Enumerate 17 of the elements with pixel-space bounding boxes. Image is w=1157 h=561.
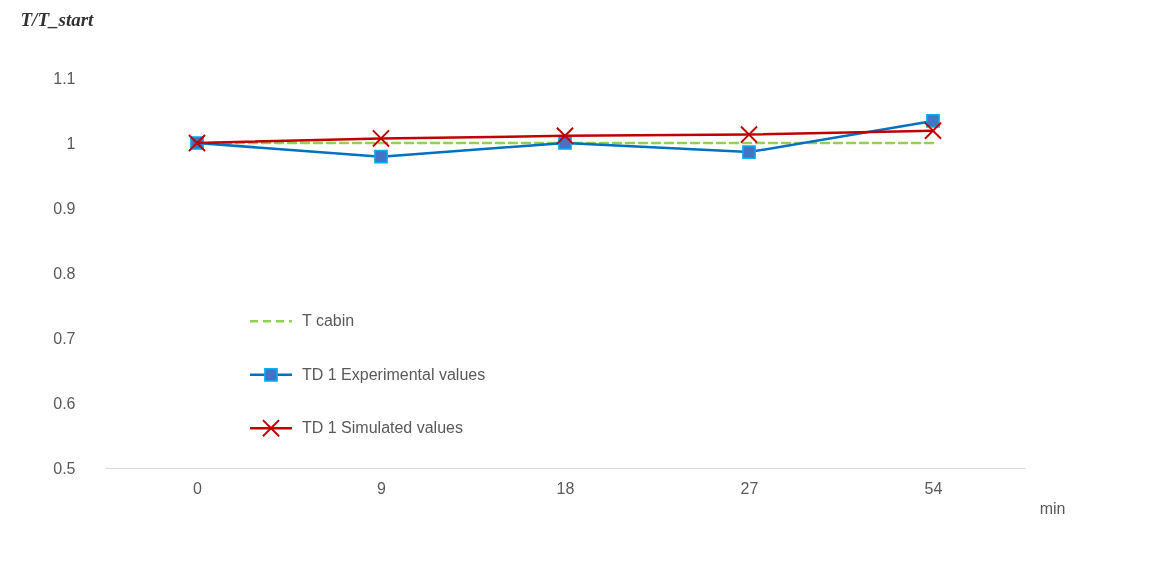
y-axis-title: T/T_start	[20, 8, 95, 30]
legend-label: TD 1 Simulated values	[302, 419, 463, 437]
y-tick-label: 0.6	[53, 394, 76, 412]
legend-label: TD 1 Experimental values	[302, 365, 486, 383]
y-tick-label: 1	[66, 134, 76, 152]
x-tick-label: 9	[377, 479, 387, 497]
x-tick-label: 18	[556, 479, 575, 497]
y-tick-label: 0.5	[53, 459, 76, 477]
y-tick-label: 0.7	[53, 329, 76, 347]
y-tick-label: 0.8	[53, 264, 76, 282]
x-tick-label: 54	[924, 479, 943, 497]
x-tick-label: 0	[193, 479, 203, 497]
legend-label: T cabin	[302, 312, 355, 330]
x-axis-title: min	[1039, 499, 1066, 517]
y-tick-label: 0.9	[53, 199, 76, 217]
y-tick-label: 1.1	[53, 69, 76, 87]
x-tick-label: 27	[740, 479, 759, 497]
